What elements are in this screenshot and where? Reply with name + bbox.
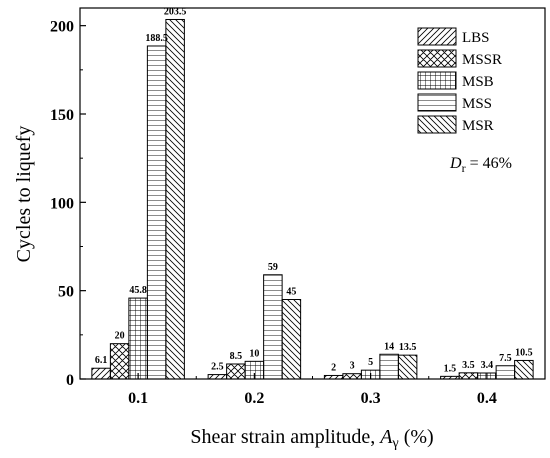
y-tick-label: 0 <box>66 372 74 389</box>
data-label-mss-0.3: 14 <box>384 341 394 352</box>
bar-msr-0.3 <box>397 354 418 380</box>
data-label-msb-0.2: 10 <box>249 348 259 359</box>
bar-mssr-0.4 <box>458 372 479 380</box>
bar-msr-0.1 <box>165 18 185 380</box>
legend-swatch-lbs <box>417 27 457 46</box>
data-label-lbs-0.4: 1.5 <box>444 363 457 374</box>
data-label-msr-0.3: 13.5 <box>399 342 417 353</box>
x-axis-title: Shear strain amplitude, Aγ (%) <box>190 426 433 451</box>
y-tick-label: 100 <box>50 195 74 212</box>
bar-lbs-0.2 <box>207 374 228 380</box>
data-label-msr-0.2: 45 <box>286 287 296 298</box>
bar-mssr-0.2 <box>226 363 246 380</box>
legend-label-msr: MSR <box>462 118 494 134</box>
data-label-mss-0.4: 7.5 <box>499 353 512 364</box>
legend-swatch-mss <box>417 93 457 112</box>
legend-label-msb: MSB <box>462 74 494 90</box>
bar-lbs-0.4 <box>440 375 460 380</box>
data-label-lbs-0.2: 2.5 <box>211 362 224 373</box>
data-label-mss-0.1: 188.5 <box>145 33 168 44</box>
data-label-mssr-0.3: 3 <box>350 361 355 372</box>
x-tick-label: 0.4 <box>477 390 497 407</box>
bar-mss-0.2 <box>263 274 283 380</box>
data-label-msr-0.1: 203.5 <box>164 6 187 17</box>
data-label-mssr-0.2: 8.5 <box>230 351 243 362</box>
data-label-msb-0.4: 3.4 <box>481 360 494 371</box>
data-label-lbs-0.1: 6.1 <box>95 355 108 366</box>
data-labels: 6.1 20 45.8 188.5 203.5 2.5 8.5 10 59 45 2 3 5 14 13.5… <box>95 6 533 374</box>
y-axis: 0 50 100 150 200 <box>50 19 86 389</box>
bar-msr-0.2 <box>281 299 302 380</box>
data-label-msb-0.3: 5 <box>368 357 373 368</box>
bars <box>91 18 534 380</box>
bar-mss-0.4 <box>495 365 516 380</box>
data-label-mss-0.2: 59 <box>268 262 278 273</box>
legend-swatch-msb <box>417 71 457 90</box>
bar-mssr-0.3 <box>342 373 362 380</box>
legend-label-mssr: MSSR <box>462 52 502 68</box>
bar-mss-0.1 <box>146 45 167 380</box>
y-tick-label: 200 <box>50 19 74 36</box>
x-tick-label: 0.3 <box>361 390 381 407</box>
legend-swatch-msr <box>417 115 457 134</box>
legend-label-mss: MSS <box>462 96 492 112</box>
legend-swatch-mssr <box>417 49 457 68</box>
bar-msb-0.3 <box>360 369 381 380</box>
x-tick-label: 0.1 <box>128 390 148 407</box>
bar-mss-0.3 <box>379 353 399 380</box>
relative-density-annotation: Dr = 46% <box>449 155 512 175</box>
data-label-mssr-0.1: 20 <box>115 331 125 342</box>
bar-lbs-0.1 <box>91 367 111 380</box>
bar-msb-0.2 <box>244 360 265 380</box>
legend: LBS MSSR MSB MSS MSR <box>417 27 502 134</box>
bar-msb-0.1 <box>128 297 148 380</box>
data-label-lbs-0.3: 2 <box>331 362 336 373</box>
x-axis: 0.1 0.2 0.3 0.4 <box>128 373 497 407</box>
data-label-mssr-0.4: 3.5 <box>462 360 475 371</box>
bar-mssr-0.1 <box>109 343 130 380</box>
y-axis-title: Cycles to liquefy <box>13 126 35 263</box>
y-tick-label: 150 <box>50 107 74 124</box>
x-tick-label: 0.2 <box>244 390 264 407</box>
bar-lbs-0.3 <box>323 374 344 380</box>
bar-msr-0.4 <box>514 359 534 380</box>
data-label-msr-0.4: 10.5 <box>515 347 533 358</box>
data-label-msb-0.1: 45.8 <box>129 285 147 296</box>
legend-label-lbs: LBS <box>462 30 490 46</box>
bar-msb-0.4 <box>477 372 497 380</box>
y-tick-label: 50 <box>58 284 74 301</box>
